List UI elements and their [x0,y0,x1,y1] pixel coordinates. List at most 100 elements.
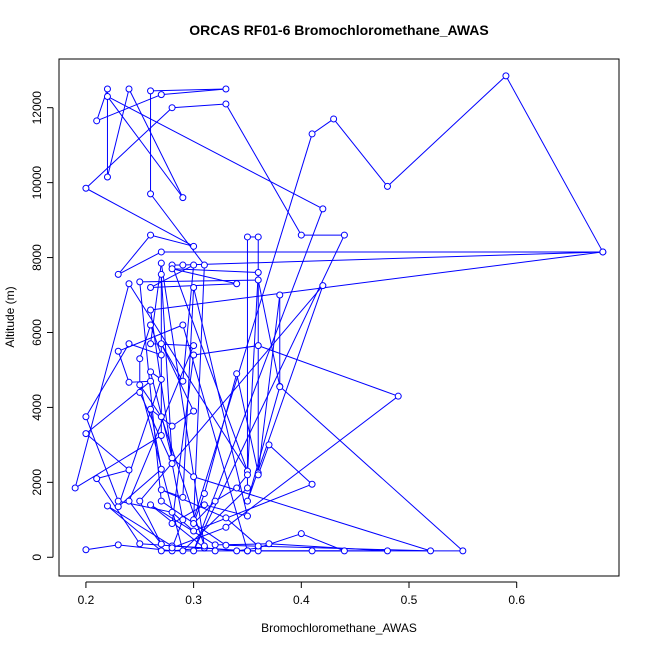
y-tick-label: 6000 [30,319,44,346]
data-point [233,370,241,378]
data-point [125,85,133,93]
series-segment [171,504,205,524]
data-point [190,342,198,350]
series-segment [225,103,302,236]
series-segment [387,75,507,187]
y-tick-label: 2000 [30,469,44,496]
series-segment [150,264,194,288]
data-point [222,85,230,93]
series-segment [225,395,399,528]
x-axis-label: Bromochloromethane_AWAS [261,621,417,635]
y-tick-label: 4000 [30,394,44,421]
series-segment [182,265,195,382]
data-point [136,381,144,389]
series-segment [193,133,313,520]
data-point [502,72,510,80]
data-point [211,497,219,505]
data-point [179,194,187,202]
data-point [190,473,198,481]
data-point [157,375,165,383]
data-point [179,547,187,555]
series-segment [74,435,162,489]
x-tick-label: 0.4 [293,593,310,607]
data-point [599,248,607,256]
series-segment [161,88,226,96]
data-point [233,484,241,492]
series-segment [107,96,324,210]
data-point [114,541,122,549]
data-point [114,270,122,278]
data-point [222,523,230,531]
series-segment [85,343,130,418]
data-point [125,378,133,386]
series-segment [139,324,152,359]
data-point [265,441,273,449]
series-segment [85,544,119,551]
data-point [157,486,165,494]
data-point [157,248,165,256]
data-point [179,516,187,524]
y-tick-label: 0 [30,554,44,561]
series-segment [171,268,237,285]
data-point [125,497,133,505]
data-point [125,340,133,348]
data-point [179,377,187,385]
series-segment [171,526,227,549]
series-segment [150,504,216,546]
data-point [340,547,348,555]
series-segment [257,444,270,476]
data-point [168,265,176,273]
series-segment [128,343,162,356]
data-point [233,547,241,555]
series-segment [74,283,130,489]
data-point [147,377,155,385]
data-point [243,512,251,520]
data-point [308,130,316,138]
data-point [168,454,176,462]
data-point [319,282,327,290]
data-point [147,340,155,348]
data-point [200,542,208,550]
data-point [243,497,251,505]
chart-title: ORCAS RF01-6 Bromochloromethane_AWAS [189,22,489,38]
series-segment [225,517,259,547]
data-point [211,547,219,555]
data-point [157,547,165,555]
data-point [190,527,198,535]
series-segment [258,345,399,397]
data-point [254,471,262,479]
series-segment [85,433,130,471]
series-segment [505,75,604,253]
series-segment [246,285,324,502]
data-point [179,321,187,329]
data-point [190,284,198,292]
series-segment [193,476,431,552]
series-segment [139,392,173,464]
data-point [93,117,101,125]
data-point [427,547,435,555]
data-point [190,407,198,415]
data-point [82,546,90,554]
data-point [222,514,230,522]
data-point [103,85,111,93]
data-point [82,184,90,192]
plot-frame [58,58,620,577]
series-segment [311,118,334,135]
series-segment [171,354,195,524]
data-point [211,541,219,549]
series-segment [193,234,345,552]
series-segment [117,234,151,275]
data-point [125,280,133,288]
series-segment [117,251,162,275]
series-segment [107,505,162,552]
data-point [276,383,284,391]
data-point [136,278,144,286]
series-segment [150,193,205,266]
series-segment [333,118,388,187]
series-segment [150,88,226,92]
y-tick-label: 8000 [30,244,44,271]
data-point [114,347,122,355]
data-point [157,497,165,505]
